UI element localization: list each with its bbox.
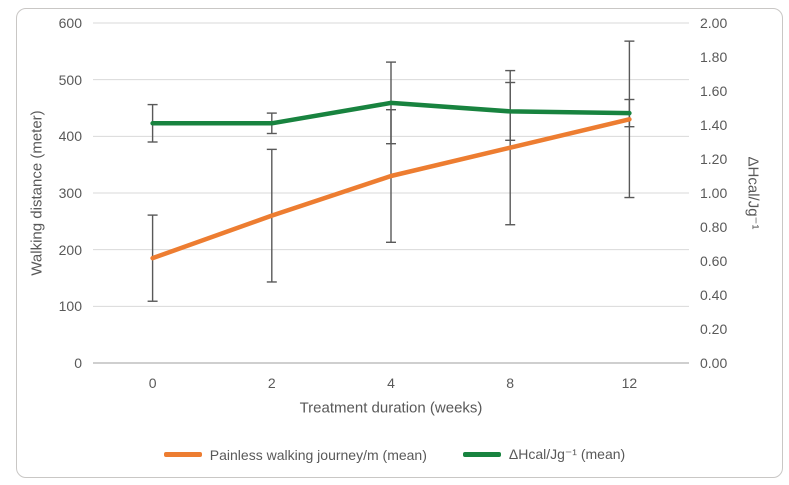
x-axis-tick-label: 8	[506, 375, 515, 391]
legend-item-hcal: ΔHcal/Jg⁻¹ (mean)	[462, 446, 626, 463]
legend-label-walking: Painless walking journey/m (mean)	[209, 446, 427, 463]
x-axis-title: Treatment duration (weeks)	[299, 399, 483, 417]
right-axis-tick-label: 0.80	[700, 219, 728, 235]
left-axis-tick-label: 200	[58, 241, 82, 258]
x-axis-tick-label: 4	[387, 375, 395, 391]
right-axis-tick-label: 1.00	[700, 185, 728, 201]
right-axis-tick-label: 1.80	[700, 49, 728, 65]
x-axis-tick-label: 2	[267, 375, 276, 391]
left-axis-tick-label: 0	[74, 355, 82, 371]
right-axis-tick-label: 0.20	[700, 321, 728, 337]
left-axis-tick-label: 500	[58, 71, 82, 88]
legend-label-hcal: ΔHcal/Jg⁻¹ (mean)	[508, 446, 626, 462]
left-axis-tick-label: 300	[58, 185, 82, 201]
right-axis-title: ΔHcal/Jg⁻¹	[744, 156, 762, 230]
legend-swatch-green-line-icon	[462, 452, 501, 457]
right-axis-tick-label: 0.00	[700, 355, 728, 371]
left-axis-tick-label: 600	[58, 15, 82, 31]
left-axis-tick-label: 100	[58, 298, 82, 315]
legend-swatch-orange-line-icon	[163, 452, 202, 457]
right-axis-tick-label: 0.40	[700, 287, 728, 303]
right-axis-tick-label: 2.00	[700, 15, 728, 31]
left-axis-title: Walking distance (meter)	[28, 110, 46, 276]
legend-item-walking: Painless walking journey/m (mean)	[163, 446, 427, 463]
left-axis-tick-label: 400	[58, 128, 82, 145]
right-axis-tick-label: 1.40	[700, 117, 728, 133]
right-axis-tick-label: 0.60	[700, 253, 728, 269]
right-axis-tick-label: 1.20	[700, 151, 728, 167]
x-axis-tick-label: 0	[148, 375, 157, 391]
x-axis-tick-label: 12	[621, 375, 638, 391]
chart-legend: Painless walking journey/m (mean) ΔHcal/…	[0, 446, 789, 463]
right-axis-tick-label: 1.60	[700, 83, 728, 99]
